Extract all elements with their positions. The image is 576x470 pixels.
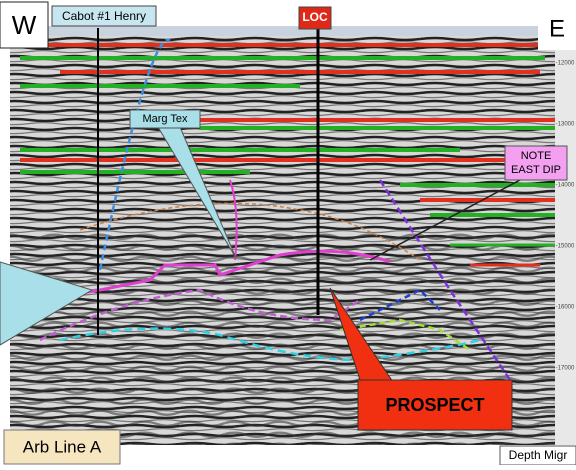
depth-label: -14000 [556,183,575,189]
interpretation [39,38,521,381]
west-box [0,1,49,49]
note-box [504,145,568,181]
toolbar [10,26,555,36]
formation-label: Marg Tex [142,113,188,125]
loc-label: LOC [302,10,328,24]
east-box [538,8,576,50]
note-line: EAST DIP [511,164,561,176]
note-line: NOTE [521,150,552,162]
formation-box [129,109,201,129]
depth-label: -13000 [556,122,575,128]
well-box [51,5,157,27]
horizons [20,43,555,267]
loc-box [298,6,332,30]
depth-label: -17000 [556,366,575,372]
depth-label: -16000 [556,305,575,311]
left-callout [0,261,94,346]
depth-label: -15000 [556,244,575,250]
line-name-box [3,429,121,465]
prospect-box [357,379,513,431]
depth-scale [555,30,576,445]
west-label: W [12,10,37,40]
well-label: Cabot #1 Henry [62,9,146,23]
line-name-label: Arb Line A [23,437,102,456]
east-label: E [549,15,565,42]
depth-label: -12000 [556,61,575,67]
section-type-label: Depth Migr [509,448,568,462]
prospect-label: PROSPECT [385,395,484,415]
